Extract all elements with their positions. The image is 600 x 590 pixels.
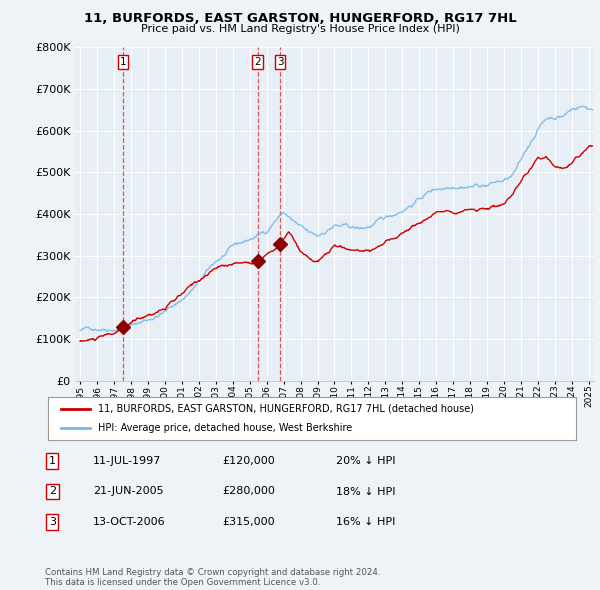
Text: 3: 3 xyxy=(277,57,283,67)
Text: Price paid vs. HM Land Registry's House Price Index (HPI): Price paid vs. HM Land Registry's House … xyxy=(140,24,460,34)
Text: 20% ↓ HPI: 20% ↓ HPI xyxy=(336,456,395,466)
Text: 3: 3 xyxy=(49,517,56,527)
Text: 11, BURFORDS, EAST GARSTON, HUNGERFORD, RG17 7HL: 11, BURFORDS, EAST GARSTON, HUNGERFORD, … xyxy=(83,12,517,25)
Text: £280,000: £280,000 xyxy=(222,487,275,496)
Text: £315,000: £315,000 xyxy=(222,517,275,527)
Text: £120,000: £120,000 xyxy=(222,456,275,466)
Text: 11-JUL-1997: 11-JUL-1997 xyxy=(93,456,161,466)
Text: 1: 1 xyxy=(119,57,127,67)
Text: 16% ↓ HPI: 16% ↓ HPI xyxy=(336,517,395,527)
Text: 21-JUN-2005: 21-JUN-2005 xyxy=(93,487,164,496)
Text: 13-OCT-2006: 13-OCT-2006 xyxy=(93,517,166,527)
Text: 11, BURFORDS, EAST GARSTON, HUNGERFORD, RG17 7HL (detached house): 11, BURFORDS, EAST GARSTON, HUNGERFORD, … xyxy=(98,404,474,414)
Text: 2: 2 xyxy=(254,57,261,67)
Text: HPI: Average price, detached house, West Berkshire: HPI: Average price, detached house, West… xyxy=(98,423,352,433)
Text: 2: 2 xyxy=(49,487,56,496)
Text: 1: 1 xyxy=(49,456,56,466)
Text: 18% ↓ HPI: 18% ↓ HPI xyxy=(336,487,395,496)
Text: Contains HM Land Registry data © Crown copyright and database right 2024.
This d: Contains HM Land Registry data © Crown c… xyxy=(45,568,380,587)
